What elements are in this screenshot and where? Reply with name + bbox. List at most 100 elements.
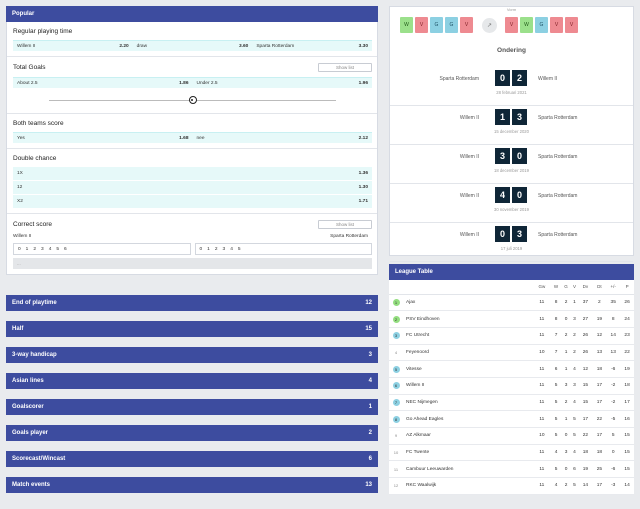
previous-match[interactable]: Willem II 4 0 Sparta Rotterdam 30 november 2… (390, 184, 633, 223)
odd-12[interactable]: 12 1.30 (13, 181, 372, 194)
stat-p: 14 (620, 477, 634, 495)
stat-p: 16 (620, 410, 634, 428)
score-option[interactable]: 5 (56, 246, 60, 252)
odd-under[interactable]: Under 2.5 1.96 (196, 80, 369, 86)
category-count: 2 (368, 430, 372, 436)
table-row[interactable]: 11 Cambuur Leeuwarden 11 5 0 6 19 25 -6 15 (389, 460, 634, 479)
stat-dt: 13 (592, 344, 607, 362)
stat-p: 23 (620, 327, 634, 345)
stat-diff: 14 (606, 327, 621, 345)
position-cell: 9 (389, 427, 403, 445)
team-name[interactable]: FC Utrecht (403, 327, 534, 345)
table-row[interactable]: 5 Vitesse 11 6 1 4 12 18 -6 19 (389, 360, 634, 378)
show-list-button[interactable]: Show list (318, 220, 372, 229)
match-home-team: Willem II (459, 154, 479, 160)
category-goalscorer[interactable]: Goalscorer 1 (6, 399, 378, 415)
table-row[interactable]: 7 NEC Nijmegen 11 5 2 4 15 17 -2 17 (389, 394, 634, 412)
show-list-button[interactable]: Show list (318, 63, 372, 72)
table-row[interactable]: 1 Ajax 11 8 2 1 37 2 35 26 (389, 294, 634, 312)
form-badge: G (430, 17, 443, 33)
stat-diff: -2 (606, 377, 621, 395)
position-badge: 10 (393, 450, 399, 456)
table-row[interactable]: 4 Feyenoord 10 7 1 2 26 13 13 22 (389, 344, 634, 362)
score-option[interactable]: 4 (48, 246, 52, 252)
score-option[interactable]: 0 (199, 246, 203, 252)
popular-header[interactable]: Popular (6, 6, 378, 22)
team-name[interactable]: Vitesse (403, 360, 534, 378)
stat-w: 4 (550, 444, 562, 462)
stat-g: 3 (561, 444, 571, 462)
stat-v: 3 (570, 377, 579, 395)
odd-away[interactable]: Sparta Rotterdam 3.30 (256, 43, 369, 49)
stat-v: 4 (570, 444, 579, 462)
previous-match[interactable]: Willem II 3 0 Sparta Rotterdam 18 december 2… (390, 145, 633, 184)
score-option[interactable]: 2 (214, 246, 218, 252)
table-row[interactable]: 9 AZ Alkmaar 10 5 0 5 22 17 5 15 (389, 427, 634, 445)
team-name[interactable]: Ajax (403, 294, 534, 312)
odd-x2[interactable]: X2 1.71 (13, 195, 372, 208)
score-option[interactable]: 1 (25, 246, 29, 252)
score-option[interactable]: 6 (64, 246, 67, 252)
team-name[interactable]: Cambuur Leeuwarden (403, 460, 534, 479)
team-name[interactable]: NEC Nijmegen (403, 394, 534, 412)
score-option[interactable]: 0 (18, 246, 21, 252)
category-scorecast-wincast[interactable]: Scorecast/Wincast 6 (6, 451, 378, 467)
odd-draw[interactable]: draw 3.60 (136, 43, 249, 49)
team-name[interactable]: AZ Alkmaar (403, 427, 534, 445)
odd-no[interactable]: nee 2.12 (196, 135, 369, 141)
score-option[interactable]: 2 (33, 246, 37, 252)
position-badge: 5 (392, 365, 400, 373)
previous-match[interactable]: Sparta Rotterdam 0 2 Willem II 28 februari 2… (390, 67, 633, 106)
category-half[interactable]: Half 15 (6, 321, 378, 337)
previous-match[interactable]: Willem II 0 3 Sparta Rotterdam 17 juli 2019 (390, 223, 633, 262)
table-row[interactable]: 12 RKC Waalwijk 11 4 2 5 14 17 -3 14 (389, 477, 634, 495)
score-option[interactable]: 1 (207, 246, 210, 252)
form-badge: G (445, 17, 458, 33)
team-name[interactable]: Willem II (403, 377, 534, 395)
team-name[interactable]: Feyenoord (403, 344, 534, 362)
position-badge: 4 (394, 349, 398, 355)
score-option[interactable]: 3 (222, 246, 226, 252)
table-row[interactable]: 8 Go Ahead Eagles 11 5 1 5 17 22 -5 16 (389, 410, 634, 428)
stat-dt: 17 (592, 477, 607, 495)
odd-home[interactable]: Willem II 2.20 (17, 43, 129, 49)
home-score: 0 (495, 226, 510, 242)
score-option[interactable]: 4 (230, 246, 233, 252)
table-row[interactable]: 10 FC Twente 11 4 3 4 18 18 0 15 (389, 444, 634, 462)
column-header: W (550, 280, 562, 295)
score-option[interactable]: 5 (237, 246, 241, 252)
table-row[interactable]: 3 FC Utrecht 11 7 2 2 26 12 14 23 (389, 327, 634, 345)
table-row[interactable]: 6 Willem II 11 5 3 3 15 17 -2 18 (389, 377, 634, 395)
category-asian-lines[interactable]: Asian lines 4 (6, 373, 378, 389)
previous-match[interactable]: Willem II 1 3 Sparta Rotterdam 15 december 2… (390, 106, 633, 145)
stat-g: 2 (561, 394, 571, 412)
category-end-of-playtime[interactable]: End of playtime 12 (6, 295, 378, 311)
stat-g: 3 (561, 377, 571, 395)
position-cell: 7 (389, 394, 403, 412)
odd-1x[interactable]: 1X 1.36 (13, 167, 372, 180)
slider-knob[interactable] (188, 96, 197, 104)
stat-p: 22 (620, 344, 634, 362)
stat-dv: 14 (578, 477, 593, 495)
stat-gw: 11 (533, 394, 551, 412)
form-badge: G (535, 17, 548, 33)
position-badge: 8 (392, 415, 400, 423)
odd-yes[interactable]: Yes 1.68 (17, 135, 189, 141)
team-name[interactable]: RKC Waalwijk (403, 477, 534, 495)
goal-line-slider[interactable] (49, 94, 336, 108)
category-goals-player[interactable]: Goals player 2 (6, 425, 378, 441)
score-option[interactable]: 3 (41, 246, 44, 252)
odd-over[interactable]: About 2.5 1.86 (17, 80, 189, 86)
position-cell: 1 (389, 294, 403, 312)
team-name[interactable]: Go Ahead Eagles (403, 410, 534, 428)
category-label: Asian lines (12, 378, 44, 384)
category-match-events[interactable]: Match events 13 (6, 477, 378, 493)
team-name[interactable]: FC Twente (403, 444, 534, 462)
stat-v: 5 (570, 410, 579, 428)
team-name[interactable]: PSV Eindhoven (403, 310, 534, 328)
position-badge: 3 (392, 332, 400, 340)
category-3-way-handicap[interactable]: 3-way handicap 3 (6, 347, 378, 363)
table-row[interactable]: 2 PSV Eindhoven 11 8 0 3 27 19 8 24 (389, 310, 634, 328)
